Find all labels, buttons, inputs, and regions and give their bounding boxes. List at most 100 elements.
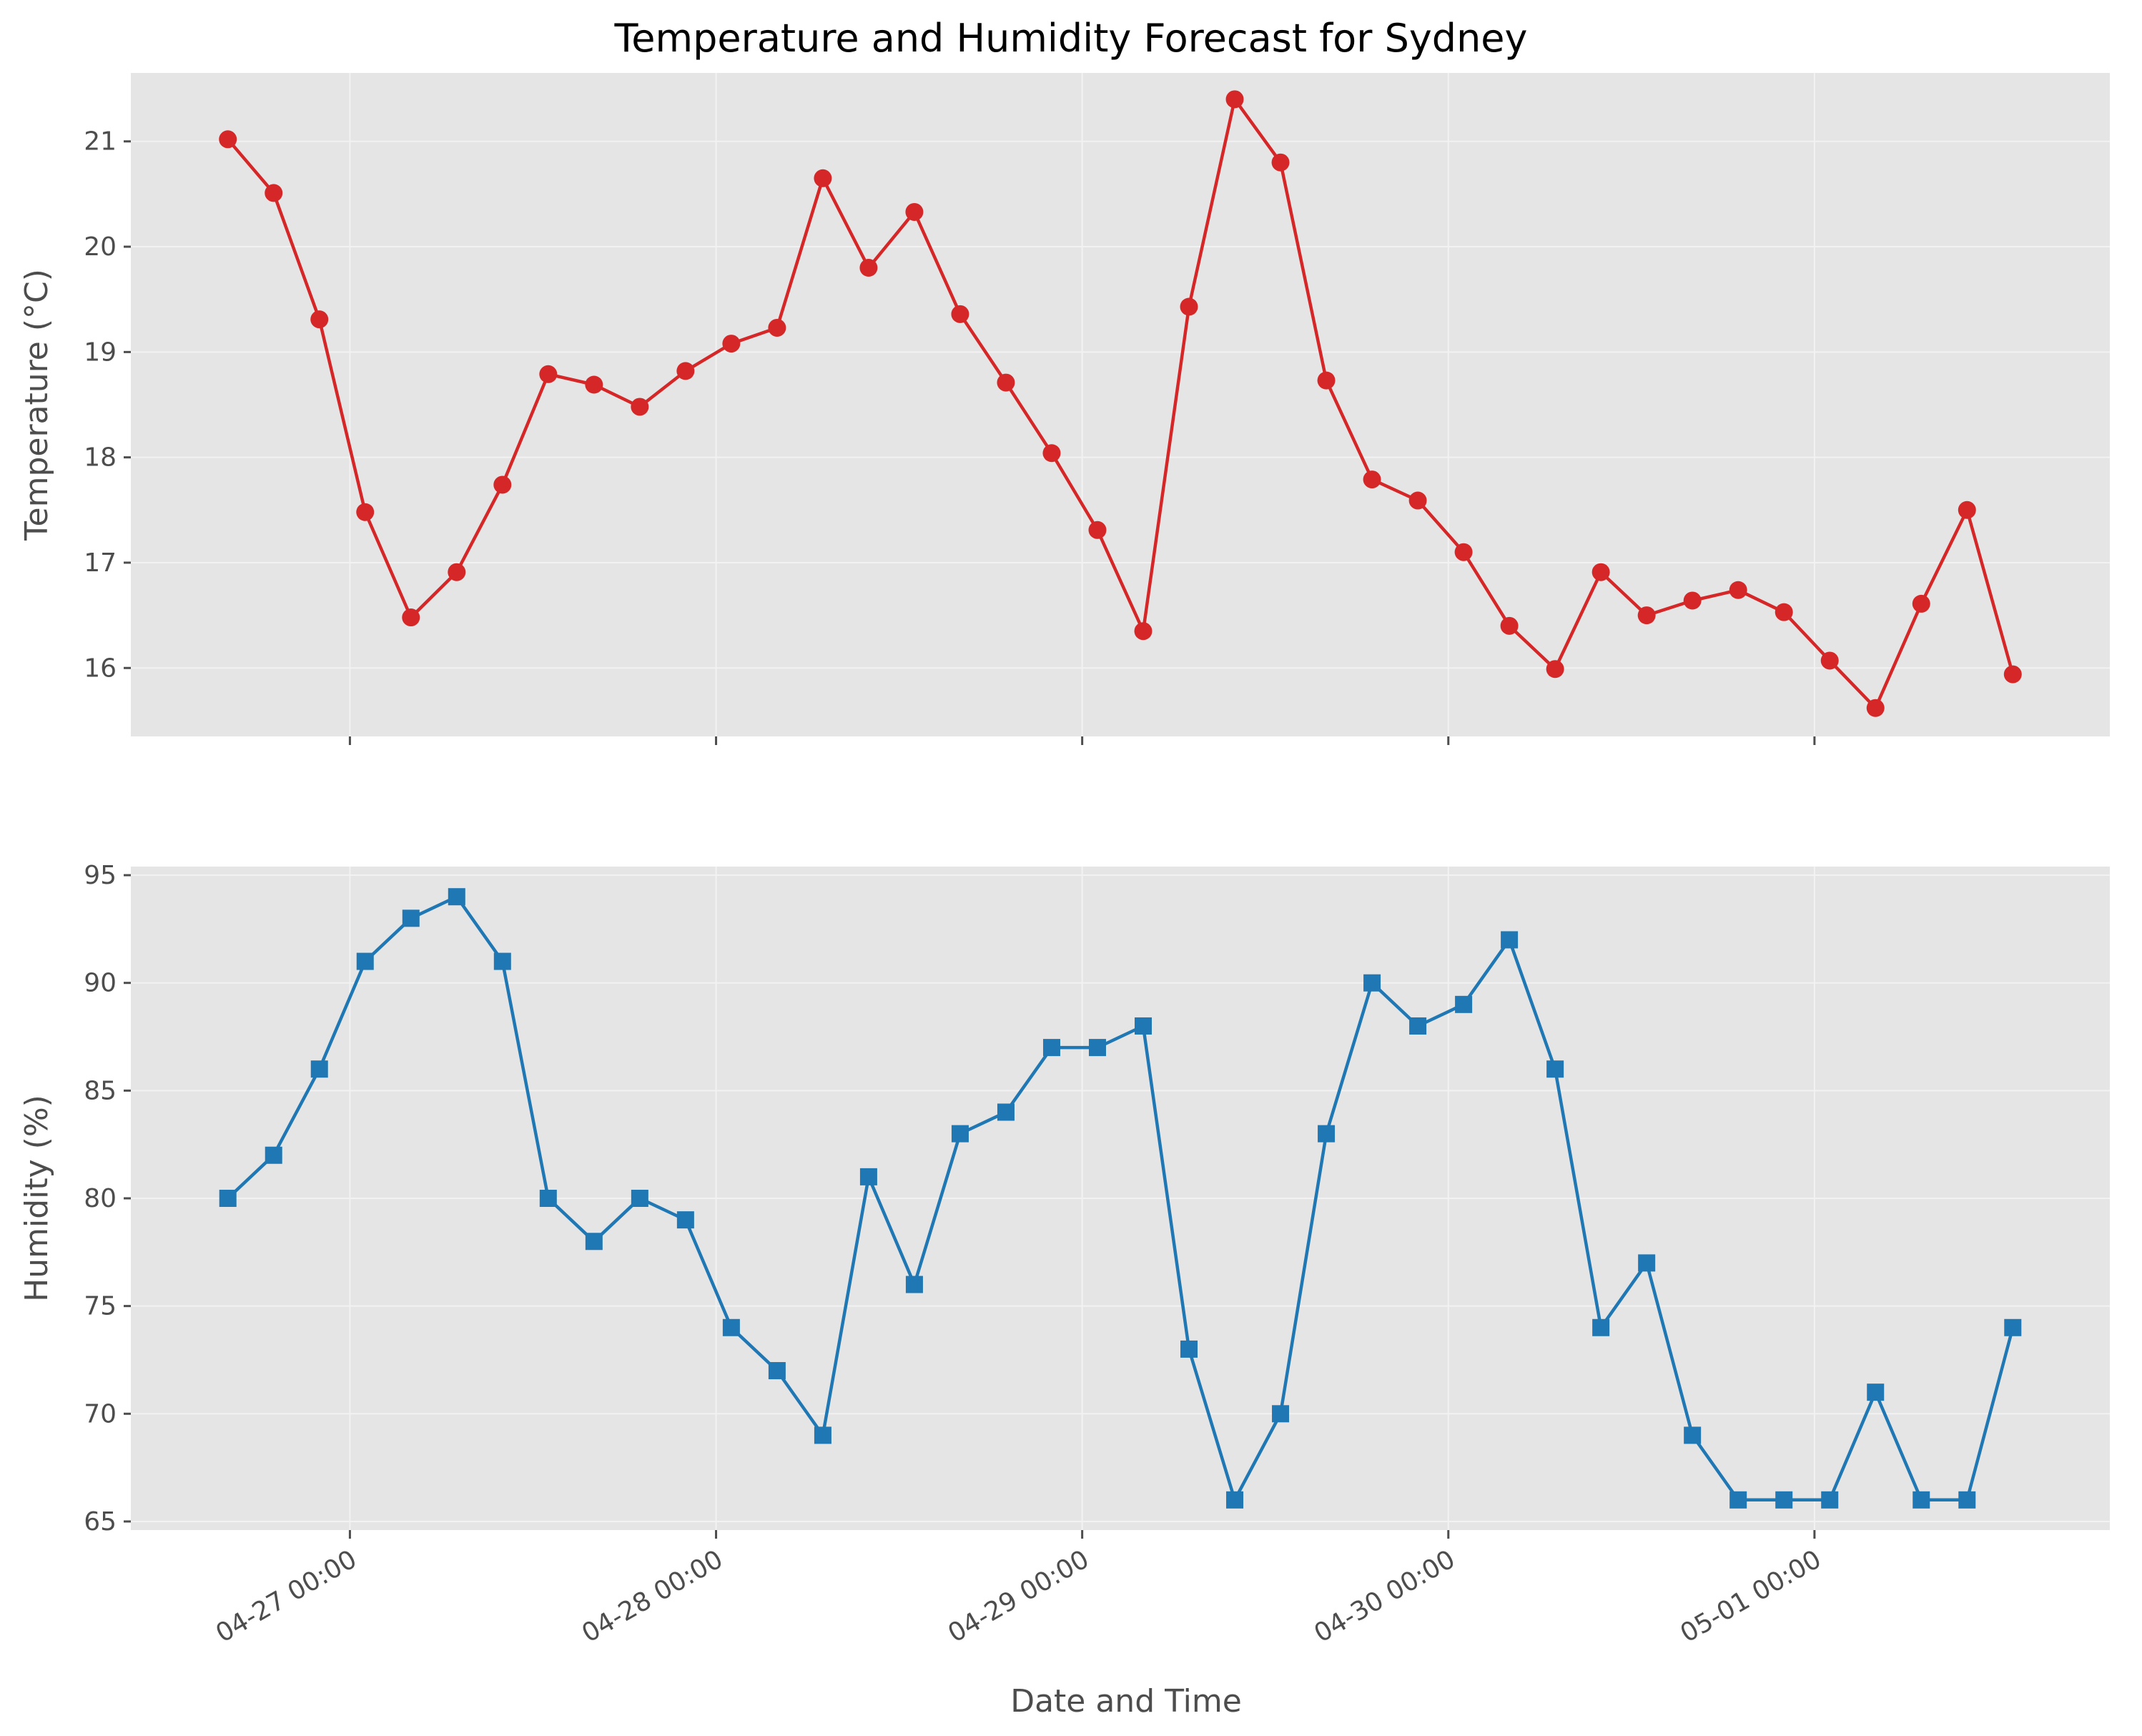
temperature-point xyxy=(1408,491,1427,510)
humidity-gridlines xyxy=(131,867,2110,1530)
humidity-y-tick-label: 65 xyxy=(84,1507,117,1537)
humidity-point xyxy=(219,1190,237,1207)
humidity-point xyxy=(1912,1491,1930,1509)
humidity-y-tick-label: 90 xyxy=(84,969,117,998)
temperature-point xyxy=(539,365,558,383)
temperature-point xyxy=(219,130,237,149)
humidity-y-tick-label: 85 xyxy=(84,1076,117,1105)
temperature-point xyxy=(1637,606,1656,625)
humidity-point xyxy=(1272,1405,1290,1423)
temperature-point xyxy=(631,398,649,416)
temperature-series xyxy=(219,90,2022,717)
humidity-y-tick-label: 75 xyxy=(84,1292,117,1321)
humidity-point xyxy=(1638,1254,1656,1272)
temperature-point xyxy=(1591,563,1610,581)
humidity-point xyxy=(997,1103,1015,1121)
humidity-y-ticks: 65 70 75 80 85 90 95 xyxy=(84,861,131,1537)
temperature-point xyxy=(722,335,741,353)
temperature-y-tick-label: 19 xyxy=(84,337,117,367)
temperature-point xyxy=(1912,594,1930,613)
humidity-point xyxy=(1867,1384,1885,1401)
temperature-plot-area xyxy=(131,73,2110,736)
temperature-point xyxy=(2003,665,2022,684)
humidity-point xyxy=(402,909,420,927)
x-tick-label: 05-01 00:00 xyxy=(1676,1544,1827,1648)
temperature-point xyxy=(585,375,603,394)
temperature-point xyxy=(905,202,924,221)
humidity-point xyxy=(1821,1491,1839,1509)
temperature-point xyxy=(1225,90,1244,109)
humidity-point xyxy=(768,1362,786,1380)
temperature-point xyxy=(997,373,1015,392)
temperature-point xyxy=(1546,660,1564,679)
temperature-point xyxy=(448,563,466,581)
temperature-point xyxy=(1820,651,1839,670)
humidity-point xyxy=(1729,1491,1747,1509)
temperature-point xyxy=(1683,591,1702,610)
temperature-point xyxy=(1180,297,1198,316)
humidity-point xyxy=(951,1125,969,1143)
temperature-point xyxy=(951,305,969,323)
temperature-point xyxy=(1042,444,1061,463)
x-tick-label: 04-28 00:00 xyxy=(577,1544,728,1648)
temperature-point xyxy=(1454,543,1473,561)
temperature-point xyxy=(859,259,878,277)
humidity-point xyxy=(859,1168,877,1185)
temperature-y-tick-label: 18 xyxy=(84,443,117,473)
humidity-series xyxy=(219,888,2022,1509)
humidity-y-tick-label: 80 xyxy=(84,1184,117,1213)
temperature-y-tick-label: 16 xyxy=(84,654,117,683)
temperature-point xyxy=(814,169,832,187)
temperature-point xyxy=(493,475,512,494)
humidity-x-ticks: 04-27 00:00 04-28 00:00 04-29 00:00 04-30 0… xyxy=(211,1530,1826,1649)
humidity-point xyxy=(585,1233,603,1251)
humidity-point xyxy=(1455,995,1473,1013)
humidity-point xyxy=(1180,1340,1198,1358)
humidity-point xyxy=(539,1190,557,1207)
humidity-point xyxy=(1042,1039,1060,1057)
humidity-y-tick-label: 95 xyxy=(84,861,117,890)
x-tick-label: 04-27 00:00 xyxy=(211,1544,362,1648)
humidity-point xyxy=(2004,1318,2022,1336)
temperature-point xyxy=(310,310,329,329)
temperature-point xyxy=(1729,581,1747,599)
humidity-point xyxy=(905,1276,923,1293)
humidity-point xyxy=(1546,1060,1564,1078)
humidity-point xyxy=(1088,1039,1106,1057)
humidity-point xyxy=(1318,1125,1336,1143)
temperature-y-ticks: 16 17 18 19 20 21 xyxy=(84,127,131,683)
temperature-point xyxy=(1500,616,1519,635)
temperature-point xyxy=(265,184,283,202)
temperature-point xyxy=(1866,699,1885,717)
humidity-y-axis-label: Humidity (%) xyxy=(19,1095,55,1302)
x-tick-label: 04-29 00:00 xyxy=(943,1544,1094,1648)
humidity-point xyxy=(265,1146,282,1164)
temperature-point xyxy=(1775,603,1793,621)
humidity-point xyxy=(1684,1426,1702,1444)
temperature-panel: 16 17 18 19 20 21 Temperature (°C) xyxy=(19,73,2110,745)
x-axis-label: Date and Time xyxy=(1010,1683,1242,1720)
temperature-point xyxy=(1271,153,1290,172)
humidity-point xyxy=(1409,1017,1427,1035)
temperature-point xyxy=(402,608,420,627)
humidity-point xyxy=(676,1211,694,1229)
humidity-point xyxy=(1363,974,1381,992)
humidity-point xyxy=(1226,1491,1244,1509)
temperature-y-tick-label: 17 xyxy=(84,548,117,578)
chart-title: Temperature and Humidity Forecast for Sy… xyxy=(614,16,1528,61)
temperature-point xyxy=(676,362,695,380)
temperature-point xyxy=(1317,371,1336,390)
humidity-point xyxy=(310,1060,328,1078)
temperature-point xyxy=(1363,470,1381,489)
humidity-point xyxy=(1592,1318,1610,1336)
humidity-point xyxy=(1501,931,1519,949)
humidity-point xyxy=(1958,1491,1976,1509)
humidity-point xyxy=(448,888,465,906)
temperature-y-tick-label: 20 xyxy=(84,232,117,262)
humidity-point xyxy=(493,952,511,970)
x-tick-label: 04-30 00:00 xyxy=(1309,1544,1460,1648)
humidity-point xyxy=(1775,1491,1793,1509)
temperature-point xyxy=(1088,521,1107,539)
